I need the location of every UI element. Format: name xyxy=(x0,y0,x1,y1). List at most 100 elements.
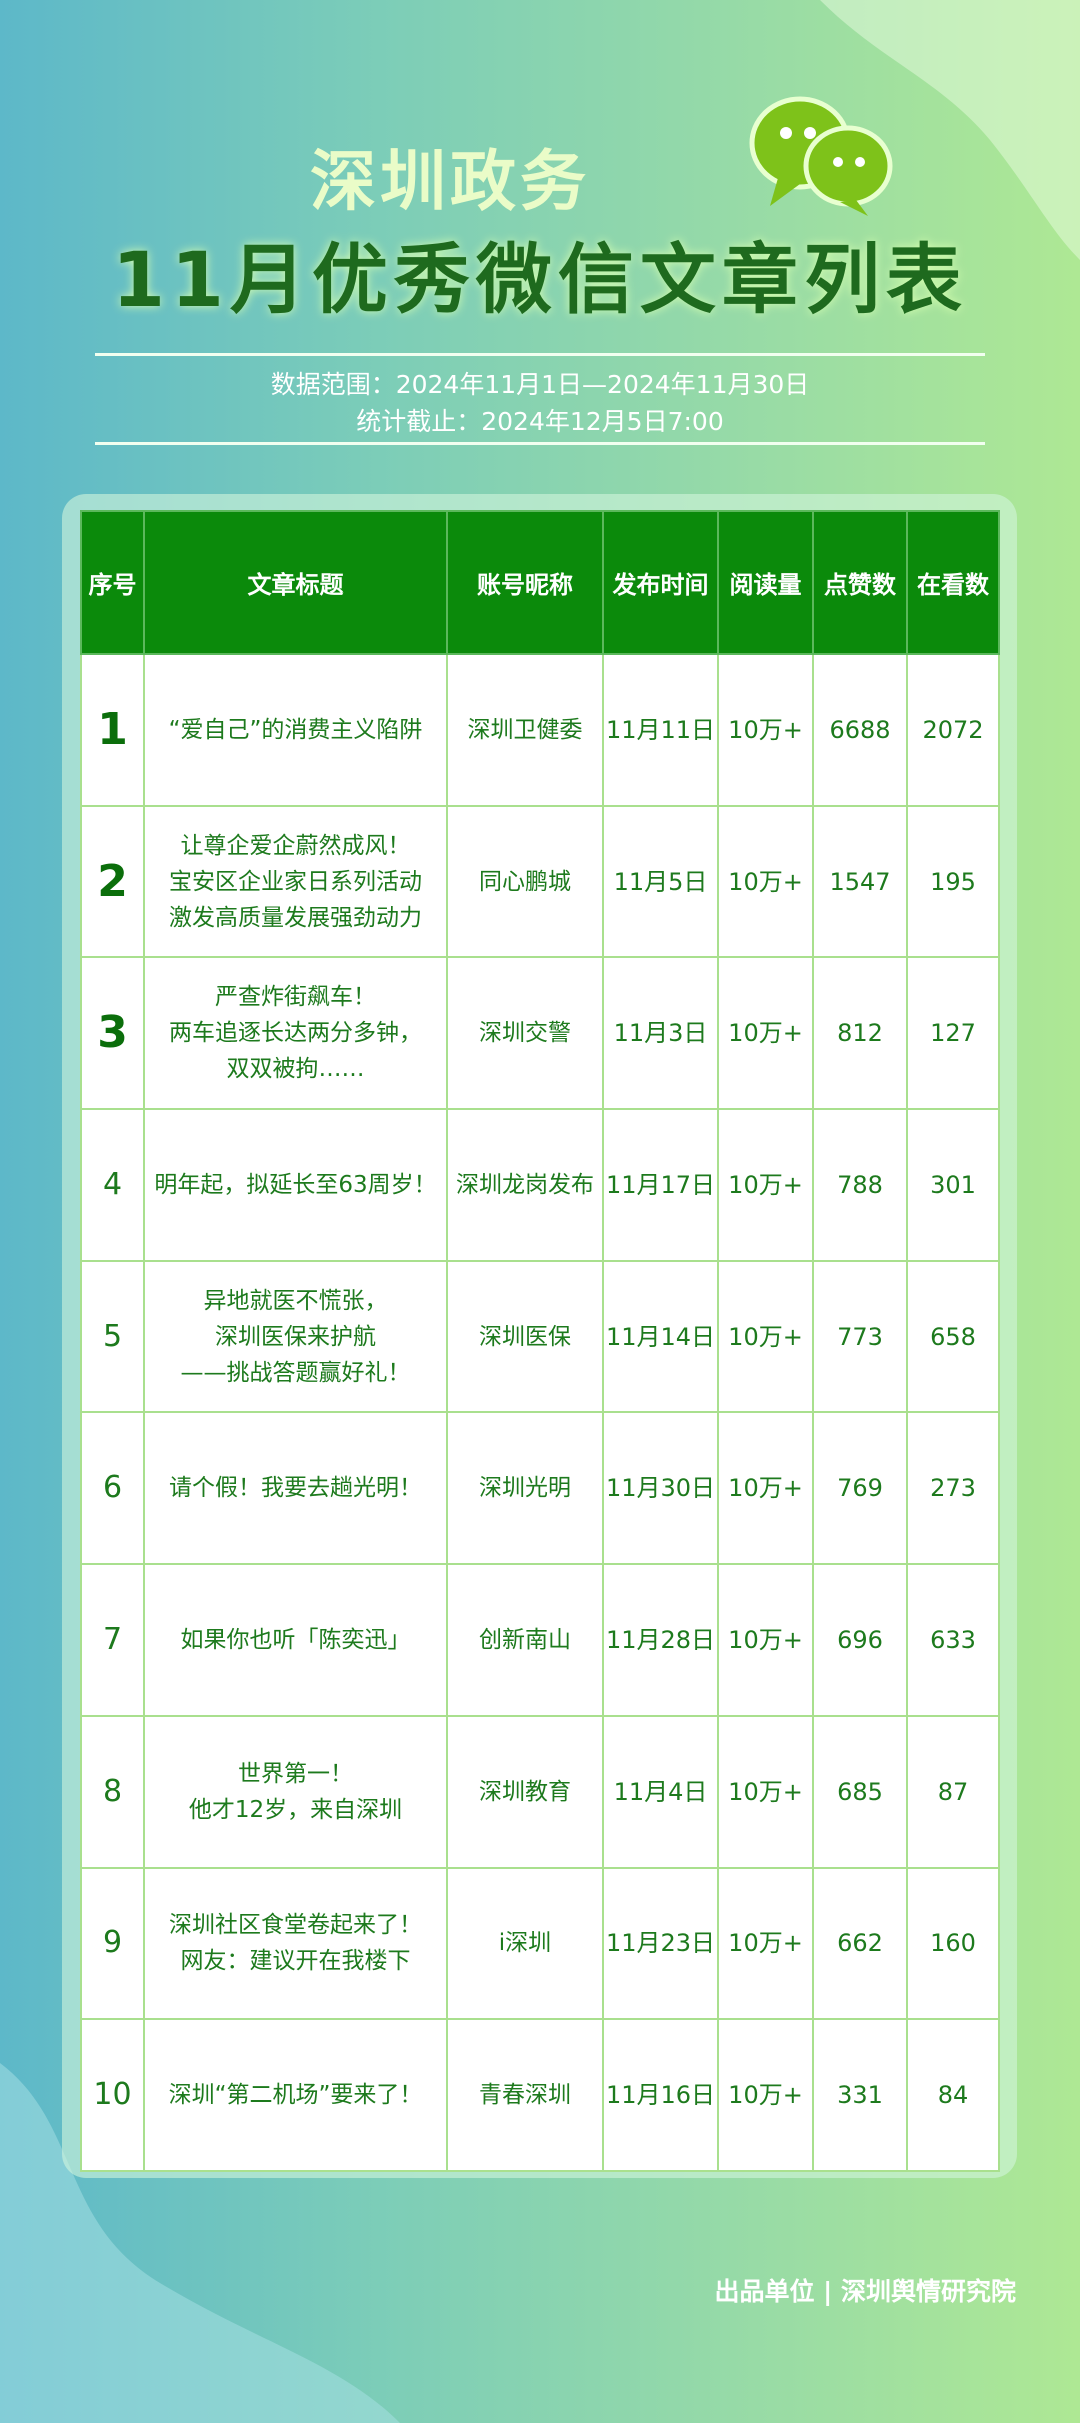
column-header: 点赞数 xyxy=(812,510,908,655)
cell-reads: 10万+ xyxy=(717,1259,814,1414)
cell-rank: 1 xyxy=(80,653,145,807)
cell-likes: 685 xyxy=(812,1714,908,1869)
cell-title: 异地就医不慌张， 深圳医保来护航 ——挑战答题赢好礼！ xyxy=(143,1259,448,1414)
table-row: 3 严查炸街飙车！ 两车追逐长达两分多钟， 双双被拘…… 深圳交警 11月3日 10万+… xyxy=(80,956,1000,1111)
cell-watching: 301 xyxy=(906,1108,1000,1262)
table-row: 2 让尊企爱企蔚然成风！ 宝安区企业家日系列活动 激发高质量发展强劲动力 同心鹏城 1… xyxy=(80,804,1000,959)
cell-reads: 10万+ xyxy=(717,804,814,959)
column-header: 序号 xyxy=(80,510,145,655)
cell-account: 创新南山 xyxy=(446,1563,604,1717)
cell-date: 11月23日 xyxy=(602,1866,719,2021)
cell-title: 严查炸街飙车！ 两车追逐长达两分多钟， 双双被拘…… xyxy=(143,956,448,1111)
page-title: 11月优秀微信文章列表 xyxy=(112,235,968,324)
cell-watching: 195 xyxy=(906,804,1000,959)
cell-title: 世界第一！ 他才12岁，来自深圳 xyxy=(143,1714,448,1869)
column-header: 文章标题 xyxy=(143,510,448,655)
cell-title: 如果你也听「陈奕迅」 xyxy=(143,1563,448,1717)
cell-date: 11月17日 xyxy=(602,1108,719,1262)
cell-date: 11月28日 xyxy=(602,1563,719,1717)
cell-rank: 9 xyxy=(80,1866,145,2021)
cell-reads: 10万+ xyxy=(717,1411,814,1566)
cell-account: i深圳 xyxy=(446,1866,604,2021)
cell-title: 深圳社区食堂卷起来了！ 网友：建议开在我楼下 xyxy=(143,1866,448,2021)
cell-reads: 10万+ xyxy=(717,956,814,1111)
cell-likes: 788 xyxy=(812,1108,908,1262)
cell-likes: 6688 xyxy=(812,653,908,807)
cell-rank: 4 xyxy=(80,1108,145,1262)
column-header: 发布时间 xyxy=(602,510,719,655)
cell-reads: 10万+ xyxy=(717,1108,814,1262)
brand-title: 深圳政务 xyxy=(310,143,590,220)
cell-reads: 10万+ xyxy=(717,653,814,807)
table-row: 4 明年起，拟延长至63周岁！ 深圳龙岗发布 11月17日 10万+ 788 301 xyxy=(80,1108,1000,1262)
cell-rank: 5 xyxy=(80,1259,145,1414)
cell-account: 同心鹏城 xyxy=(446,804,604,959)
table-row: 9 深圳社区食堂卷起来了！ 网友：建议开在我楼下 i深圳 11月23日 10万+ 662 1… xyxy=(80,1866,1000,2021)
cell-likes: 769 xyxy=(812,1411,908,1566)
table-row: 7 如果你也听「陈奕迅」 创新南山 11月28日 10万+ 696 633 xyxy=(80,1563,1000,1717)
cell-likes: 812 xyxy=(812,956,908,1111)
wechat-icon xyxy=(749,96,893,216)
stats-cutoff: 统计截止：2024年12月5日7:00 xyxy=(356,407,724,436)
table-row: 8 世界第一！ 他才12岁，来自深圳 深圳教育 11月4日 10万+ 685 87 xyxy=(80,1714,1000,1869)
cell-rank: 8 xyxy=(80,1714,145,1869)
cell-rank: 6 xyxy=(80,1411,145,1566)
table-header: 序号 文章标题 账号昵称 发布时间 阅读量 点赞数 在看数 xyxy=(80,510,1000,655)
articles-table: 序号 文章标题 账号昵称 发布时间 阅读量 点赞数 在看数 1 “爱自己”的消费主义陷阱 深圳卫… xyxy=(80,510,1000,2172)
cell-date: 11月14日 xyxy=(602,1259,719,1414)
table-row: 1 “爱自己”的消费主义陷阱 深圳卫健委 11月11日 10万+ 6688 2072 xyxy=(80,653,1000,807)
cell-account: 深圳交警 xyxy=(446,956,604,1111)
cell-account: 青春深圳 xyxy=(446,2018,604,2172)
cell-watching: 87 xyxy=(906,1714,1000,1869)
cell-date: 11月16日 xyxy=(602,2018,719,2172)
cell-watching: 273 xyxy=(906,1411,1000,1566)
decorative-wave xyxy=(820,0,1080,260)
cell-rank: 10 xyxy=(80,2018,145,2172)
cell-rank: 3 xyxy=(80,956,145,1111)
cell-watching: 633 xyxy=(906,1563,1000,1717)
cell-likes: 696 xyxy=(812,1563,908,1717)
cell-title: 明年起，拟延长至63周岁！ xyxy=(143,1108,448,1262)
cell-date: 11月4日 xyxy=(602,1714,719,1869)
cell-likes: 331 xyxy=(812,2018,908,2172)
table-row: 5 异地就医不慌张， 深圳医保来护航 ——挑战答题赢好礼！ 深圳医保 11月14日 10… xyxy=(80,1259,1000,1414)
cell-reads: 10万+ xyxy=(717,1563,814,1717)
column-header: 在看数 xyxy=(906,510,1000,655)
cell-title: 深圳“第二机场”要来了！ xyxy=(143,2018,448,2172)
cell-rank: 7 xyxy=(80,1563,145,1717)
column-header: 账号昵称 xyxy=(446,510,604,655)
cell-date: 11月3日 xyxy=(602,956,719,1111)
column-header: 阅读量 xyxy=(717,510,814,655)
footer-credit: 出品单位 | 深圳舆情研究院 xyxy=(714,2277,1016,2306)
cell-reads: 10万+ xyxy=(717,2018,814,2172)
cell-rank: 2 xyxy=(80,804,145,959)
cell-reads: 10万+ xyxy=(717,1866,814,2021)
divider xyxy=(95,353,985,356)
cell-account: 深圳医保 xyxy=(446,1259,604,1414)
cell-account: 深圳教育 xyxy=(446,1714,604,1869)
data-range: 数据范围：2024年11月1日—2024年11月30日 xyxy=(270,370,810,399)
cell-likes: 1547 xyxy=(812,804,908,959)
table-row: 6 请个假！我要去趟光明！ 深圳光明 11月30日 10万+ 769 273 xyxy=(80,1411,1000,1566)
cell-watching: 84 xyxy=(906,2018,1000,2172)
cell-watching: 2072 xyxy=(906,653,1000,807)
cell-watching: 127 xyxy=(906,956,1000,1111)
cell-account: 深圳光明 xyxy=(446,1411,604,1566)
cell-watching: 160 xyxy=(906,1866,1000,2021)
cell-date: 11月5日 xyxy=(602,804,719,959)
decorative-wave xyxy=(0,2063,400,2423)
cell-account: 深圳龙岗发布 xyxy=(446,1108,604,1262)
cell-date: 11月11日 xyxy=(602,653,719,807)
table-row: 10 深圳“第二机场”要来了！ 青春深圳 11月16日 10万+ 331 84 xyxy=(80,2018,1000,2172)
cell-watching: 658 xyxy=(906,1259,1000,1414)
cell-likes: 662 xyxy=(812,1866,908,2021)
cell-likes: 773 xyxy=(812,1259,908,1414)
cell-reads: 10万+ xyxy=(717,1714,814,1869)
cell-title: “爱自己”的消费主义陷阱 xyxy=(143,653,448,807)
divider xyxy=(95,442,985,445)
cell-date: 11月30日 xyxy=(602,1411,719,1566)
cell-account: 深圳卫健委 xyxy=(446,653,604,807)
cell-title: 请个假！我要去趟光明！ xyxy=(143,1411,448,1566)
cell-title: 让尊企爱企蔚然成风！ 宝安区企业家日系列活动 激发高质量发展强劲动力 xyxy=(143,804,448,959)
